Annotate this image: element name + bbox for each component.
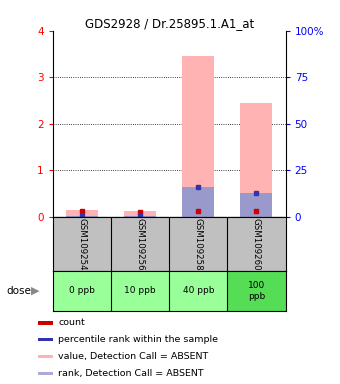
Bar xyxy=(240,193,272,217)
Text: count: count xyxy=(58,318,85,327)
Bar xyxy=(169,271,227,311)
Bar xyxy=(66,216,98,217)
Text: 100
ppb: 100 ppb xyxy=(248,281,265,301)
Text: GSM109258: GSM109258 xyxy=(194,217,203,270)
Text: percentile rank within the sample: percentile rank within the sample xyxy=(58,335,218,344)
Text: dose: dose xyxy=(7,286,32,296)
Bar xyxy=(38,338,53,341)
Text: GSM109256: GSM109256 xyxy=(136,217,144,270)
Bar xyxy=(182,187,214,217)
Bar xyxy=(66,210,98,217)
Bar xyxy=(38,372,53,376)
Bar xyxy=(38,355,53,358)
Bar xyxy=(240,103,272,217)
Text: rank, Detection Call = ABSENT: rank, Detection Call = ABSENT xyxy=(58,369,204,378)
Bar xyxy=(182,56,214,217)
Bar xyxy=(124,216,156,217)
Bar xyxy=(53,271,111,311)
Bar xyxy=(227,271,286,311)
Text: 40 ppb: 40 ppb xyxy=(183,286,214,295)
Text: 10 ppb: 10 ppb xyxy=(124,286,156,295)
Text: 0 ppb: 0 ppb xyxy=(69,286,95,295)
Text: GSM109254: GSM109254 xyxy=(77,217,86,270)
Bar xyxy=(38,321,53,324)
Bar xyxy=(124,211,156,217)
Bar xyxy=(111,271,169,311)
Text: ▶: ▶ xyxy=(31,286,39,296)
Text: value, Detection Call = ABSENT: value, Detection Call = ABSENT xyxy=(58,352,209,361)
Text: GDS2928 / Dr.25895.1.A1_at: GDS2928 / Dr.25895.1.A1_at xyxy=(85,17,255,30)
Text: GSM109260: GSM109260 xyxy=(252,217,261,270)
